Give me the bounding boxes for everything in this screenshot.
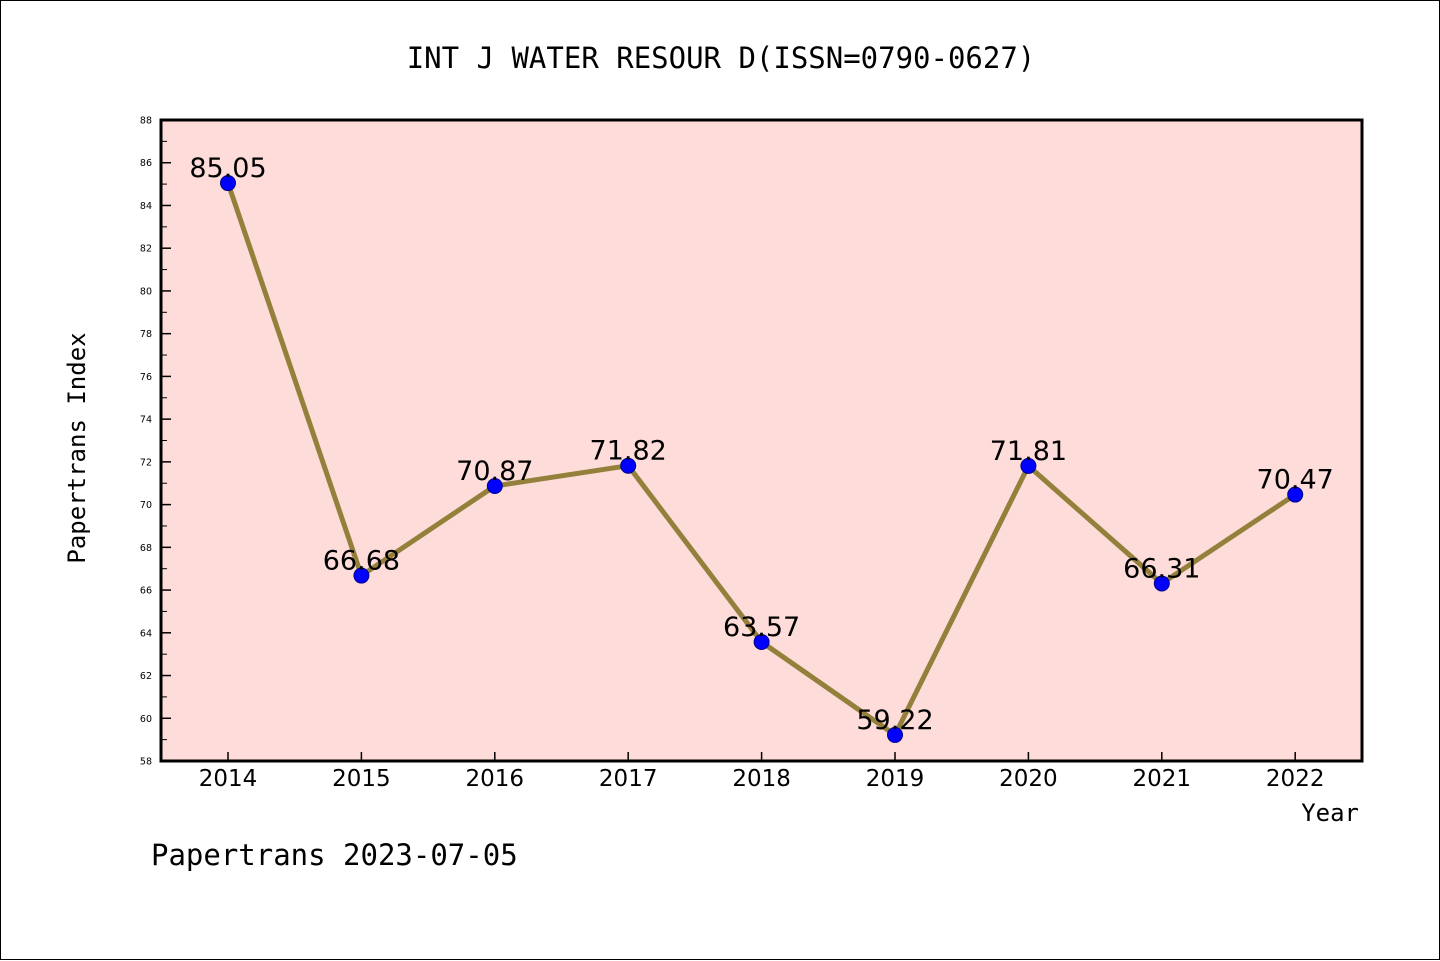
- y-tick-label: 80: [140, 286, 152, 297]
- y-tick-label: 70: [140, 500, 152, 511]
- y-tick-label: 64: [140, 628, 152, 639]
- x-tick-label: 2019: [866, 766, 925, 792]
- y-tick-label: 84: [140, 201, 152, 212]
- y-tick-label: 88: [140, 116, 152, 127]
- data-point: [486, 478, 503, 495]
- x-axis-label: Year: [1301, 799, 1359, 827]
- x-tick-label: 2022: [1266, 766, 1325, 792]
- y-tick-label: 60: [140, 714, 152, 725]
- x-axis: 2014 2015 2016 2017 2018 2019 2020 2021 2022: [199, 752, 1325, 792]
- y-tick-label: 82: [140, 244, 152, 255]
- data-point: [1153, 575, 1170, 592]
- x-tick-label: 2016: [466, 766, 525, 792]
- data-markers: [220, 175, 1304, 743]
- data-label: 66.68: [323, 546, 400, 577]
- x-tick-label: 2020: [999, 766, 1058, 792]
- data-label: 70.87: [456, 456, 533, 487]
- data-point: [620, 457, 637, 474]
- data-point: [753, 633, 770, 650]
- plot-area: [159, 118, 1364, 763]
- data-point: [353, 567, 370, 584]
- y-tick-label: 76: [140, 372, 152, 383]
- y-tick-label: 86: [140, 158, 152, 169]
- data-label: 85.05: [189, 153, 266, 184]
- data-label: 66.31: [1123, 553, 1200, 584]
- y-tick-label: 72: [140, 457, 152, 468]
- y-tick-label: 74: [140, 415, 152, 426]
- data-labels: 85.05 66.68 70.87 71.82 63.57 59.22 71.81 66.31…: [189, 153, 1333, 736]
- data-point: [220, 175, 236, 192]
- data-label: 71.81: [990, 436, 1067, 467]
- x-tick-label: 2014: [199, 766, 258, 792]
- chart-title: INT J WATER RESOUR D(ISSN=0790-0627): [407, 41, 1036, 75]
- data-point: [887, 726, 903, 743]
- y-axis: 58 60 62 64 66 68 70 72 74 76 78 80 82 84 86 88: [140, 116, 171, 768]
- y-tick-label: 68: [140, 543, 152, 554]
- x-tick-label: 2015: [332, 766, 391, 792]
- y-tick-label: 78: [140, 329, 152, 340]
- data-label: 71.82: [590, 436, 667, 467]
- data-label: 59.22: [856, 705, 933, 736]
- x-tick-label: 2018: [732, 766, 791, 792]
- x-tick-label: 2017: [599, 766, 658, 792]
- x-tick-label: 2021: [1133, 766, 1192, 792]
- y-tick-label: 66: [140, 586, 152, 597]
- data-label: 70.47: [1257, 465, 1334, 496]
- y-tick-label: 58: [140, 757, 152, 768]
- data-point: [1287, 486, 1304, 503]
- y-tick-label: 62: [140, 671, 152, 682]
- data-label: 63.57: [723, 612, 800, 643]
- y-axis-label: Papertrans Index: [63, 332, 91, 563]
- footer-credit: Papertrans 2023-07-05: [151, 838, 518, 872]
- data-point: [1020, 457, 1037, 474]
